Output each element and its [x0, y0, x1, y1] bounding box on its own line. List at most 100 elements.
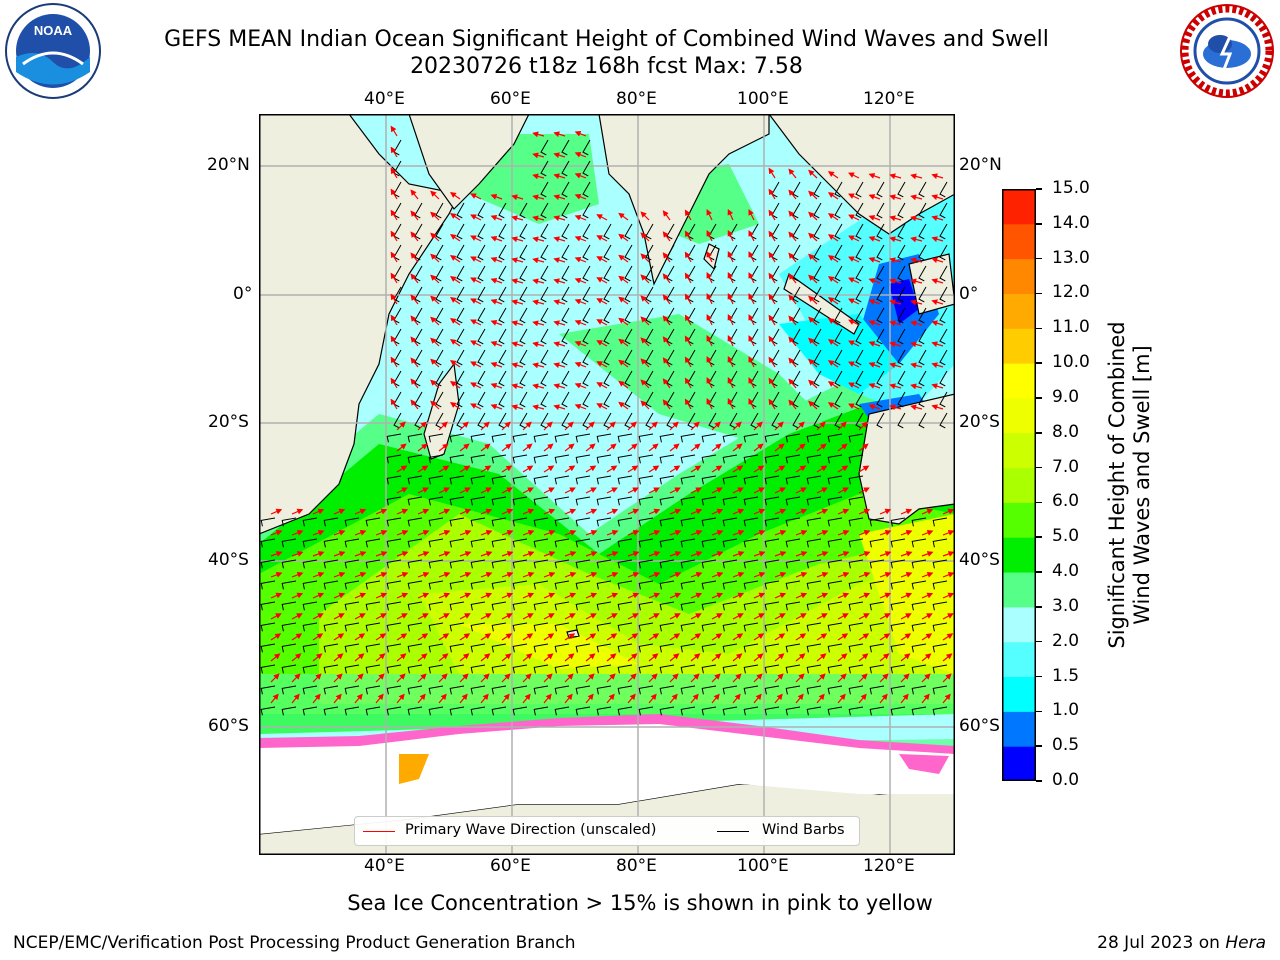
wind-barb — [533, 433, 549, 443]
wind-barb — [407, 454, 423, 464]
wind-barb — [477, 412, 486, 429]
wind-barb — [407, 559, 423, 569]
wind-barb — [456, 286, 465, 303]
wind-barb — [827, 496, 843, 506]
wind-barb — [638, 559, 654, 569]
wind-barb — [617, 622, 633, 632]
wave-direction-arrow — [480, 613, 492, 620]
wave-direction-arrow — [430, 295, 440, 305]
wind-barb — [281, 664, 297, 674]
wave-direction-arrow — [727, 292, 734, 305]
wave-direction-arrow — [648, 508, 661, 515]
wave-direction-arrow — [410, 252, 419, 263]
wave-direction-arrow — [889, 383, 902, 390]
wind-barb — [582, 370, 591, 387]
wind-barb — [561, 244, 570, 261]
wave-direction-arrow — [596, 256, 608, 263]
wave-direction-arrow — [375, 673, 385, 683]
wind-barb — [519, 349, 528, 366]
left-lat-label: 0° — [233, 284, 253, 304]
wave-direction-arrow — [684, 293, 692, 305]
wind-barb — [561, 391, 570, 408]
wind-barb — [302, 664, 318, 674]
wave-direction-arrow — [553, 173, 566, 180]
wave-direction-arrow — [532, 299, 545, 306]
wind-barb — [701, 706, 717, 716]
wave-direction-arrow — [480, 421, 490, 431]
wind-barb — [281, 580, 297, 590]
wave-direction-arrow — [868, 299, 881, 305]
wave-direction-arrow — [449, 402, 461, 410]
wind-barb — [596, 580, 612, 590]
wind-barb — [386, 475, 402, 485]
wind-barb — [477, 391, 486, 408]
wave-direction-arrow — [532, 362, 545, 369]
wave-direction-arrow — [910, 173, 923, 180]
wave-direction-arrow — [931, 173, 944, 180]
wind-barb — [785, 538, 801, 548]
vector-field — [260, 125, 955, 716]
wind-barb — [554, 538, 570, 548]
wind-barb — [659, 580, 675, 590]
wave-direction-arrow — [543, 421, 553, 431]
wave-direction-arrow — [816, 530, 829, 536]
wind-barb — [638, 601, 654, 611]
wave-direction-arrow — [648, 551, 661, 557]
wave-direction-arrow — [490, 383, 503, 389]
wind-barb — [449, 622, 465, 632]
wave-direction-arrow — [417, 633, 429, 641]
wind-barb — [813, 412, 822, 429]
africa — [259, 114, 460, 535]
wave-direction-arrow — [553, 362, 566, 369]
wind-barb — [260, 685, 276, 695]
wind-barb — [533, 685, 549, 695]
wave-direction-arrow — [585, 592, 598, 599]
wind-barb — [302, 559, 318, 569]
wind-barb — [596, 433, 612, 443]
wave-direction-arrow — [438, 551, 451, 557]
wave-direction-arrow — [858, 487, 870, 494]
wind-barb — [428, 580, 444, 590]
wave-direction-arrow — [501, 421, 511, 431]
wave-direction-arrow — [753, 443, 764, 452]
wind-barb — [932, 601, 948, 611]
wind-barb — [659, 454, 675, 464]
wind-barb — [386, 580, 402, 590]
wave-direction-arrow — [375, 693, 384, 704]
wave-direction-arrow — [270, 653, 281, 662]
wind-barb — [512, 454, 528, 464]
wave-direction-arrow — [354, 613, 366, 620]
wave-direction-arrow — [375, 571, 388, 578]
wave-direction-arrow — [684, 356, 692, 368]
wind-barb — [680, 601, 696, 611]
wind-barb — [624, 307, 633, 324]
wind-barb — [386, 664, 402, 674]
wave-direction-arrow — [648, 421, 658, 431]
wave-direction-arrow — [501, 653, 512, 662]
wave-direction-arrow — [564, 551, 577, 557]
wind-barb — [561, 223, 570, 240]
wave-direction-arrow — [690, 443, 701, 452]
wave-direction-arrow — [684, 272, 692, 284]
wave-direction-arrow — [931, 194, 944, 201]
colorbar-tick-label: 13.0 — [1052, 247, 1090, 268]
top-lon-label: 60°E — [490, 89, 531, 109]
wind-barb — [470, 454, 486, 464]
wave-direction-arrow — [312, 530, 325, 536]
wave-direction-arrow — [543, 530, 556, 536]
wave-direction-arrow — [827, 297, 839, 305]
wave-direction-arrow — [333, 633, 345, 641]
wave-direction-arrow — [627, 530, 640, 536]
wind-barb — [659, 685, 675, 695]
wave-direction-arrow — [768, 251, 776, 263]
wind-barb — [512, 496, 528, 506]
wind-barb — [407, 433, 423, 443]
wind-barb — [659, 559, 675, 569]
wave-direction-arrow — [706, 398, 713, 410]
wind-barb — [407, 517, 423, 527]
wave-direction-arrow — [553, 236, 566, 243]
wind-barb — [512, 706, 528, 716]
wave-direction-arrow — [270, 571, 283, 578]
wind-barb — [848, 622, 864, 632]
wave-direction-arrow — [417, 653, 428, 662]
